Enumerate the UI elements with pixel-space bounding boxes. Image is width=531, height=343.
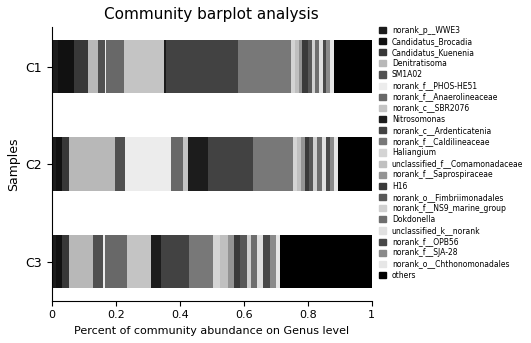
Bar: [238, 40, 292, 93]
Bar: [305, 137, 309, 191]
Bar: [315, 40, 319, 93]
Bar: [338, 137, 372, 191]
Bar: [52, 137, 56, 191]
Bar: [295, 40, 298, 93]
Bar: [297, 137, 301, 191]
Bar: [106, 235, 127, 288]
Bar: [298, 40, 302, 93]
Bar: [247, 235, 251, 288]
Y-axis label: Samples: Samples: [7, 137, 20, 191]
Bar: [309, 137, 313, 191]
Bar: [302, 40, 308, 93]
Bar: [190, 235, 213, 288]
Bar: [166, 40, 238, 93]
Bar: [333, 40, 372, 93]
Bar: [280, 235, 372, 288]
Bar: [88, 40, 98, 93]
Bar: [213, 235, 220, 288]
Bar: [322, 137, 326, 191]
Bar: [312, 40, 315, 93]
Bar: [104, 235, 106, 288]
Bar: [251, 235, 257, 288]
Bar: [322, 40, 326, 93]
Bar: [270, 235, 276, 288]
Bar: [318, 137, 322, 191]
Bar: [241, 235, 247, 288]
Bar: [62, 137, 69, 191]
Bar: [105, 40, 106, 93]
Bar: [52, 235, 56, 288]
Bar: [293, 137, 297, 191]
Bar: [220, 235, 228, 288]
Bar: [334, 137, 338, 191]
Bar: [56, 235, 62, 288]
Bar: [74, 40, 88, 93]
Bar: [313, 137, 318, 191]
Bar: [115, 137, 125, 191]
X-axis label: Percent of community abundance on Genus level: Percent of community abundance on Genus …: [74, 326, 349, 336]
Bar: [292, 40, 295, 93]
Bar: [171, 137, 183, 191]
Bar: [301, 137, 305, 191]
Bar: [93, 235, 104, 288]
Bar: [189, 137, 208, 191]
Bar: [330, 137, 334, 191]
Bar: [62, 235, 70, 288]
Bar: [56, 137, 62, 191]
Bar: [69, 137, 115, 191]
Bar: [234, 235, 241, 288]
Bar: [326, 40, 330, 93]
Bar: [127, 235, 151, 288]
Legend: norank_p__WWE3, Candidatus_Brocadia, Candidatus_Kuenenia, Denitratisoma, SM1A02,: norank_p__WWE3, Candidatus_Brocadia, Can…: [379, 26, 523, 280]
Bar: [253, 137, 293, 191]
Bar: [228, 235, 234, 288]
Bar: [70, 235, 93, 288]
Bar: [183, 137, 189, 191]
Bar: [161, 235, 190, 288]
Bar: [164, 40, 166, 93]
Bar: [257, 235, 263, 288]
Bar: [124, 40, 164, 93]
Bar: [58, 40, 74, 93]
Bar: [98, 40, 105, 93]
Bar: [151, 235, 161, 288]
Bar: [326, 137, 330, 191]
Title: Community barplot analysis: Community barplot analysis: [105, 7, 319, 22]
Bar: [208, 137, 253, 191]
Bar: [106, 40, 124, 93]
Bar: [52, 40, 58, 93]
Bar: [263, 235, 270, 288]
Bar: [308, 40, 312, 93]
Bar: [125, 137, 171, 191]
Bar: [276, 235, 280, 288]
Bar: [330, 40, 333, 93]
Bar: [319, 40, 322, 93]
